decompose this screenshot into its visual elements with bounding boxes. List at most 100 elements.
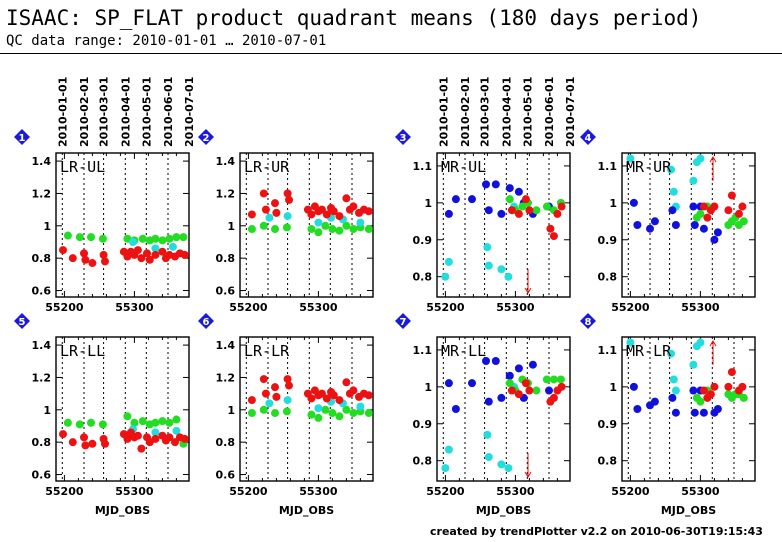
- data-point-red: [727, 191, 736, 200]
- data-point-green: [321, 405, 330, 414]
- data-point-red: [151, 434, 160, 443]
- qc-date-range: QC data range: 2010-01-01 … 2010-07-01: [6, 33, 327, 49]
- data-point-red: [525, 386, 534, 395]
- data-point-red: [734, 209, 743, 218]
- data-point-green: [307, 410, 316, 419]
- panel-frame: [239, 336, 374, 482]
- out-of-range-arrowhead: [524, 287, 532, 294]
- data-point-blue: [505, 371, 514, 380]
- data-point-cyan: [265, 399, 274, 408]
- date-tick-label: 2010-06-01: [543, 77, 556, 147]
- data-point-red: [724, 206, 733, 215]
- data-point-green: [328, 409, 337, 418]
- date-tick-label: 2010-04-01: [500, 77, 513, 147]
- data-point-green: [259, 405, 268, 414]
- data-point-red: [349, 386, 358, 395]
- data-point-red: [68, 254, 77, 263]
- y-tick-label: 1.4: [32, 155, 52, 168]
- x-tick-label: 55200: [611, 485, 650, 498]
- panel-badge-number: 4: [585, 133, 592, 144]
- date-tick-label: 2010-01-01: [437, 77, 450, 147]
- data-point-red: [80, 433, 88, 442]
- data-point-red: [158, 247, 167, 256]
- data-point-cyan: [314, 218, 323, 227]
- data-point-green: [696, 209, 705, 218]
- data-point-red: [525, 206, 534, 215]
- panel-label: LR-LR: [244, 342, 290, 360]
- data-point-blue: [444, 209, 453, 218]
- data-point-red: [322, 210, 331, 219]
- data-point-green: [532, 386, 541, 395]
- y-tick-label: 0.8: [598, 271, 618, 284]
- data-point-blue: [497, 209, 506, 218]
- panel-badge-diamond: [198, 313, 214, 329]
- data-point-blue: [699, 224, 708, 233]
- data-point-blue: [671, 221, 680, 229]
- panel-label: LR-LL: [60, 342, 105, 360]
- data-point-blue: [668, 206, 677, 215]
- data-point-green: [172, 233, 181, 242]
- date-tick-label: 2010-07-01: [564, 77, 577, 147]
- data-point-green: [271, 225, 279, 234]
- panel-frame: [55, 336, 190, 482]
- data-point-red: [557, 202, 566, 211]
- data-point-green: [342, 221, 351, 230]
- data-point-blue: [528, 360, 537, 369]
- x-axis-label: MJD_OBS: [95, 504, 150, 517]
- data-point-cyan: [444, 257, 453, 266]
- data-point-green: [364, 225, 373, 234]
- data-point-green: [556, 375, 565, 384]
- y-tick-label: 0.6: [32, 469, 52, 482]
- out-of-range-arrowhead: [709, 340, 717, 347]
- data-point-green: [172, 415, 181, 424]
- x-tick-label: 55300: [299, 485, 338, 498]
- data-point-red: [99, 250, 108, 259]
- x-tick-label: 55200: [229, 301, 268, 314]
- data-point-red: [335, 396, 344, 405]
- data-point-cyan: [283, 212, 292, 221]
- data-point-red: [699, 386, 708, 395]
- data-point-green: [247, 409, 256, 418]
- y-tick-label: 1.2: [216, 371, 236, 384]
- data-point-green: [321, 221, 330, 230]
- data-point-red: [364, 391, 373, 400]
- y-tick-label: 0.8: [32, 436, 52, 449]
- data-point-cyan: [669, 375, 678, 384]
- data-point-cyan: [626, 338, 635, 347]
- data-point-cyan: [497, 460, 506, 469]
- data-point-red: [329, 391, 338, 400]
- data-point-cyan: [356, 402, 365, 411]
- data-point-red: [317, 389, 326, 398]
- panel-label: MR-UR: [626, 158, 672, 176]
- y-tick-label: 1.1: [598, 344, 618, 357]
- data-point-cyan: [283, 396, 292, 405]
- data-point-cyan: [497, 265, 506, 274]
- y-tick-label: 1.4: [32, 339, 52, 352]
- y-tick-label: 0.9: [598, 418, 618, 431]
- data-point-cyan: [626, 154, 635, 163]
- data-point-green: [349, 225, 358, 234]
- y-tick-label: 0.9: [598, 234, 618, 247]
- data-point-green: [98, 420, 107, 429]
- data-point-blue: [497, 393, 506, 402]
- data-point-cyan: [667, 349, 675, 358]
- y-tick-label: 0.8: [413, 455, 433, 468]
- data-point-blue: [650, 397, 659, 406]
- date-tick-label: 2010-01-01: [56, 77, 69, 147]
- y-tick-label: 0.8: [216, 436, 236, 449]
- x-axis-label: MJD_OBS: [476, 504, 531, 517]
- data-point-green: [314, 228, 323, 237]
- data-point-blue: [629, 198, 638, 207]
- data-point-green: [328, 225, 337, 234]
- data-point-green: [138, 234, 147, 243]
- data-point-cyan: [265, 213, 274, 222]
- data-point-green: [123, 412, 132, 421]
- data-point-red: [553, 209, 562, 218]
- out-of-range-arrowhead: [709, 156, 717, 163]
- data-point-red: [507, 206, 516, 215]
- data-point-blue: [468, 195, 476, 204]
- data-point-green: [165, 234, 174, 243]
- panel-badge-number: 2: [203, 133, 210, 144]
- data-point-blue: [713, 405, 722, 413]
- data-point-red: [259, 189, 268, 198]
